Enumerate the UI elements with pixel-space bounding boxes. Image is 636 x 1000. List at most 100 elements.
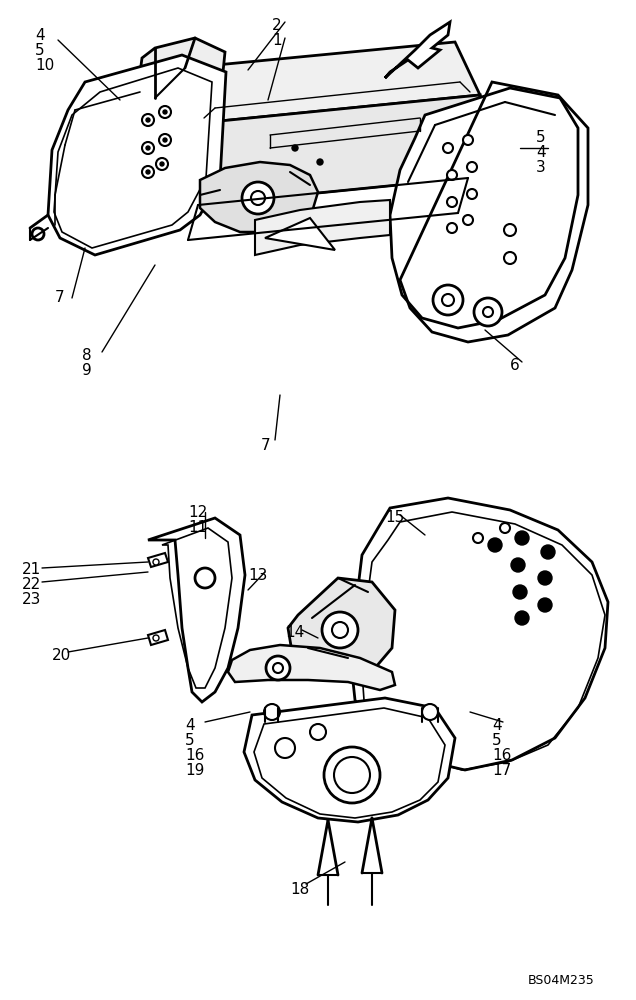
Circle shape [160, 162, 164, 166]
Circle shape [317, 159, 323, 165]
Circle shape [433, 285, 463, 315]
Circle shape [163, 110, 167, 114]
Text: 9: 9 [82, 363, 92, 378]
Text: 13: 13 [248, 568, 267, 583]
Text: 5: 5 [492, 733, 502, 748]
Circle shape [332, 622, 348, 638]
Text: 18: 18 [290, 882, 309, 897]
Polygon shape [198, 95, 480, 205]
Circle shape [142, 142, 154, 154]
Polygon shape [185, 42, 480, 122]
Text: 8: 8 [82, 348, 92, 363]
Text: 20: 20 [52, 648, 71, 663]
Circle shape [324, 747, 380, 803]
Circle shape [541, 545, 555, 559]
Circle shape [447, 170, 457, 180]
Polygon shape [148, 518, 245, 702]
Text: 4: 4 [492, 718, 502, 733]
Circle shape [538, 598, 552, 612]
Text: 4: 4 [185, 718, 195, 733]
Circle shape [146, 170, 150, 174]
Text: 16: 16 [185, 748, 204, 763]
Text: 4: 4 [536, 145, 546, 160]
Polygon shape [48, 55, 226, 255]
Text: 12: 12 [188, 505, 207, 520]
Circle shape [153, 635, 159, 641]
Circle shape [153, 559, 159, 565]
Circle shape [504, 224, 516, 236]
Text: 7: 7 [261, 438, 271, 453]
Circle shape [322, 612, 358, 648]
Text: 23: 23 [22, 592, 41, 607]
Circle shape [275, 738, 295, 758]
Text: 14: 14 [285, 625, 304, 640]
Text: 1: 1 [272, 33, 282, 48]
Circle shape [142, 114, 154, 126]
Text: 15: 15 [385, 510, 404, 525]
Circle shape [447, 197, 457, 207]
Circle shape [483, 307, 493, 317]
Circle shape [538, 571, 552, 585]
Circle shape [443, 143, 453, 153]
Circle shape [467, 162, 477, 172]
Circle shape [242, 182, 274, 214]
Circle shape [251, 191, 265, 205]
Circle shape [264, 704, 280, 720]
Circle shape [32, 228, 44, 240]
Circle shape [163, 138, 167, 142]
Circle shape [500, 523, 510, 533]
Polygon shape [200, 162, 318, 232]
Circle shape [473, 533, 483, 543]
Polygon shape [148, 630, 168, 645]
Polygon shape [138, 38, 225, 100]
Polygon shape [228, 645, 395, 690]
Circle shape [511, 558, 525, 572]
Circle shape [488, 538, 502, 552]
Polygon shape [352, 498, 608, 770]
Text: 11: 11 [188, 520, 207, 535]
Circle shape [442, 294, 454, 306]
Text: 4: 4 [35, 28, 45, 43]
Text: 16: 16 [492, 748, 511, 763]
Text: 3: 3 [536, 160, 546, 175]
Circle shape [463, 215, 473, 225]
Polygon shape [385, 22, 450, 78]
Circle shape [146, 118, 150, 122]
Polygon shape [265, 218, 335, 250]
Circle shape [515, 611, 529, 625]
Circle shape [146, 146, 150, 150]
Circle shape [513, 585, 527, 599]
Circle shape [159, 134, 171, 146]
Text: 5: 5 [35, 43, 45, 58]
Text: 19: 19 [185, 763, 204, 778]
Text: 5: 5 [185, 733, 195, 748]
Circle shape [447, 223, 457, 233]
Circle shape [474, 298, 502, 326]
Text: 7: 7 [55, 290, 65, 305]
Circle shape [159, 106, 171, 118]
Circle shape [195, 568, 215, 588]
Polygon shape [390, 88, 578, 328]
Polygon shape [54, 68, 212, 248]
Circle shape [463, 135, 473, 145]
Circle shape [273, 663, 283, 673]
Polygon shape [244, 698, 455, 822]
Text: BS04M235: BS04M235 [528, 974, 595, 987]
Circle shape [504, 252, 516, 264]
Polygon shape [255, 200, 390, 255]
Text: 5: 5 [536, 130, 546, 145]
Circle shape [515, 531, 529, 545]
Text: 6: 6 [510, 358, 520, 373]
Circle shape [142, 166, 154, 178]
Text: 17: 17 [492, 763, 511, 778]
Text: 10: 10 [35, 58, 54, 73]
Circle shape [310, 724, 326, 740]
Circle shape [334, 757, 370, 793]
Text: 2: 2 [272, 18, 282, 33]
Text: 22: 22 [22, 577, 41, 592]
Circle shape [292, 145, 298, 151]
Circle shape [266, 656, 290, 680]
Circle shape [422, 704, 438, 720]
Polygon shape [148, 553, 168, 567]
Polygon shape [288, 578, 395, 678]
